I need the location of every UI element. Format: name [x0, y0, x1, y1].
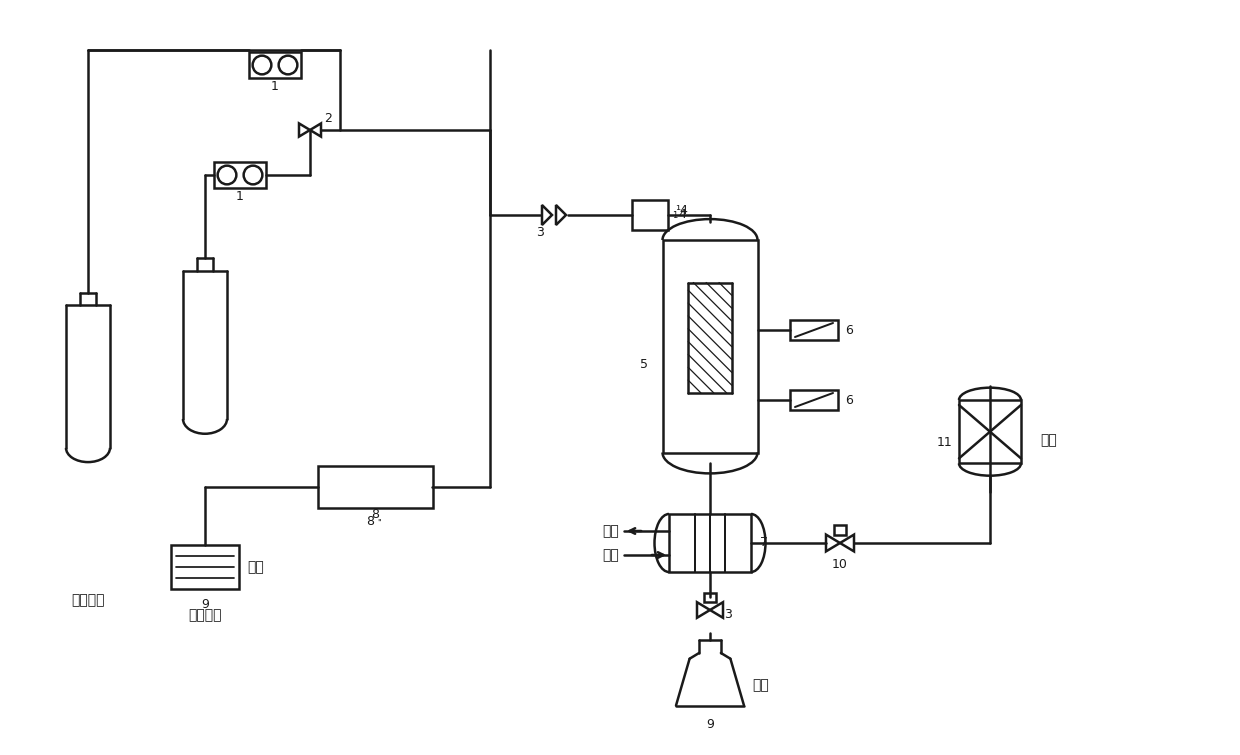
- Polygon shape: [839, 535, 854, 551]
- Bar: [670, 514, 751, 572]
- Text: 原料: 原料: [247, 560, 264, 574]
- Polygon shape: [711, 602, 723, 618]
- Bar: [249, 52, 301, 78]
- Text: 高纯氮气: 高纯氮气: [71, 593, 104, 607]
- Circle shape: [253, 56, 272, 74]
- Polygon shape: [299, 123, 310, 137]
- Text: 6: 6: [844, 393, 853, 406]
- Text: 3: 3: [536, 226, 544, 239]
- Bar: [790, 390, 838, 410]
- Text: 放空: 放空: [1040, 433, 1056, 447]
- Circle shape: [279, 56, 298, 74]
- Text: 4: 4: [678, 208, 686, 221]
- Text: 11: 11: [936, 436, 952, 448]
- Text: 1: 1: [236, 190, 244, 204]
- Text: 2: 2: [324, 112, 332, 125]
- Bar: [959, 400, 1021, 464]
- Text: 8: 8: [371, 509, 379, 522]
- Bar: [317, 466, 433, 508]
- Polygon shape: [556, 205, 565, 225]
- Bar: [662, 240, 758, 452]
- Polygon shape: [697, 602, 711, 618]
- Text: 5: 5: [640, 359, 649, 371]
- Bar: [215, 162, 267, 188]
- Text: 高纯氢气: 高纯氢气: [188, 608, 222, 622]
- Polygon shape: [310, 123, 321, 137]
- Bar: [790, 320, 838, 340]
- Text: 6: 6: [844, 323, 853, 337]
- Text: 10: 10: [832, 559, 848, 572]
- Text: 9: 9: [706, 719, 714, 732]
- Text: 1: 1: [672, 211, 677, 220]
- Text: 出水: 出水: [603, 524, 619, 538]
- Text: 8: 8: [366, 515, 374, 528]
- Text: 3: 3: [724, 609, 732, 621]
- Text: 进水: 进水: [603, 548, 619, 562]
- Text: '': '': [377, 519, 382, 528]
- Text: 产物: 产物: [751, 678, 769, 692]
- Circle shape: [243, 165, 263, 184]
- Bar: [632, 200, 668, 230]
- Bar: [171, 545, 239, 589]
- Text: 1: 1: [272, 81, 279, 94]
- Bar: [833, 525, 847, 535]
- Text: 9: 9: [201, 599, 208, 612]
- Text: ¹4: ¹4: [675, 205, 688, 217]
- Bar: [704, 593, 715, 602]
- Circle shape: [218, 165, 237, 184]
- Text: 7: 7: [760, 537, 768, 550]
- Polygon shape: [826, 535, 839, 551]
- Polygon shape: [542, 205, 552, 225]
